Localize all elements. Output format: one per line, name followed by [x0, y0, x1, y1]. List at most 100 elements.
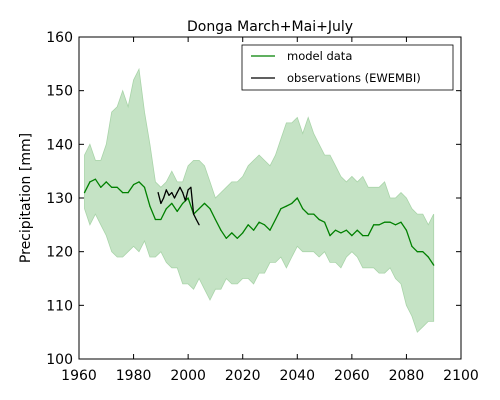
- model-data-point: [143, 186, 146, 188]
- observations-point: [176, 192, 178, 194]
- x-tick-label: 1980: [116, 368, 152, 384]
- model-data-point: [165, 208, 167, 210]
- model-data-point: [351, 235, 353, 237]
- observations-point: [187, 189, 189, 191]
- observations-point: [182, 192, 184, 194]
- observations-point: [163, 197, 165, 199]
- y-tick-label: 130: [46, 191, 73, 207]
- model-data-point: [384, 221, 386, 223]
- y-axis-label: Precipitation [mm]: [18, 133, 34, 263]
- legend-box: [241, 44, 454, 91]
- model-data-point: [182, 202, 184, 204]
- model-data-point: [83, 192, 86, 194]
- chart-title: Donga March+Mai+July: [187, 19, 353, 35]
- model-data-point: [362, 235, 364, 237]
- observations-point: [171, 192, 173, 194]
- legend-label-model: model data: [287, 49, 352, 63]
- model-data-point: [154, 218, 156, 221]
- model-data-point: [111, 186, 113, 188]
- model-data-point: [149, 205, 151, 207]
- model-data-point: [400, 221, 402, 223]
- model-data-point: [296, 197, 298, 199]
- model-data-point: [138, 181, 140, 183]
- model-data-point: [171, 202, 173, 204]
- x-tick-label: 2020: [225, 368, 261, 384]
- model-data-point: [329, 235, 331, 237]
- model-data-point: [405, 229, 407, 231]
- model-data-point: [416, 251, 418, 253]
- x-tick-label: 2100: [443, 368, 479, 384]
- model-spread-band: [84, 67, 435, 333]
- model-data-point: [313, 213, 315, 215]
- model-data-point: [94, 178, 96, 180]
- model-spread-area: [84, 67, 435, 333]
- model-data-point: [236, 237, 238, 239]
- y-tick-label: 120: [46, 245, 73, 261]
- model-data-point: [422, 251, 424, 253]
- model-data-point: [231, 232, 233, 234]
- y-tick-label: 150: [46, 84, 73, 100]
- observations-point: [193, 213, 195, 215]
- model-data-point: [324, 221, 326, 223]
- model-data-point: [356, 229, 358, 231]
- y-tick-label: 100: [46, 352, 73, 368]
- model-data-point: [285, 205, 287, 207]
- y-axis: 100 110 120 130 140 150 160: [46, 30, 461, 368]
- model-data-series: [83, 178, 435, 266]
- observations-point: [168, 194, 170, 196]
- model-data-point: [274, 218, 277, 221]
- model-data-point: [247, 224, 249, 226]
- model-data-point: [116, 186, 118, 188]
- observations-point: [190, 186, 192, 188]
- model-data-point: [389, 221, 391, 223]
- x-tick-label: 2040: [279, 368, 315, 384]
- observations-point: [195, 218, 197, 221]
- model-data-point: [100, 186, 102, 188]
- model-data-point: [318, 218, 320, 221]
- model-data-point: [225, 237, 227, 239]
- x-tick-label: 2060: [334, 368, 370, 384]
- model-data-point: [220, 229, 222, 231]
- model-data-point: [122, 192, 124, 194]
- y-tick-label: 110: [46, 298, 73, 314]
- model-data-point: [263, 224, 266, 226]
- model-data-point: [269, 229, 271, 231]
- model-data-point: [334, 229, 337, 231]
- model-data-point: [242, 232, 244, 234]
- model-data-point: [187, 197, 189, 199]
- observations-point: [198, 224, 200, 226]
- model-data-point: [203, 202, 206, 204]
- model-data-point: [307, 213, 309, 215]
- observations-line: [157, 186, 200, 226]
- observations-point: [165, 189, 167, 191]
- model-data-point: [373, 224, 375, 226]
- model-data-point: [340, 232, 342, 234]
- observations-point: [173, 197, 176, 199]
- model-data-point: [160, 218, 162, 221]
- model-data-point: [378, 224, 380, 226]
- model-data-point: [280, 208, 282, 210]
- series-layer: [83, 178, 435, 266]
- model-data-point: [198, 208, 200, 210]
- model-data-point: [394, 224, 397, 226]
- observations-point: [157, 192, 159, 194]
- x-tick-label: 2000: [170, 368, 206, 384]
- observations-point: [160, 202, 162, 204]
- model-data-point: [345, 229, 347, 231]
- observations-series: [157, 186, 200, 226]
- x-tick-label: 2080: [389, 368, 425, 384]
- model-data-point: [427, 256, 429, 258]
- observations-point: [179, 186, 181, 188]
- model-data-point: [133, 184, 135, 186]
- model-data-point: [302, 208, 304, 210]
- model-data-point: [411, 245, 413, 247]
- model-data-point: [89, 181, 91, 183]
- model-data-point: [105, 181, 107, 183]
- model-data-point: [367, 235, 369, 237]
- model-data-point: [253, 229, 255, 231]
- model-data-point: [176, 210, 178, 212]
- observations-point: [184, 200, 186, 202]
- x-tick-label: 1960: [61, 368, 97, 384]
- model-data-point: [433, 264, 435, 266]
